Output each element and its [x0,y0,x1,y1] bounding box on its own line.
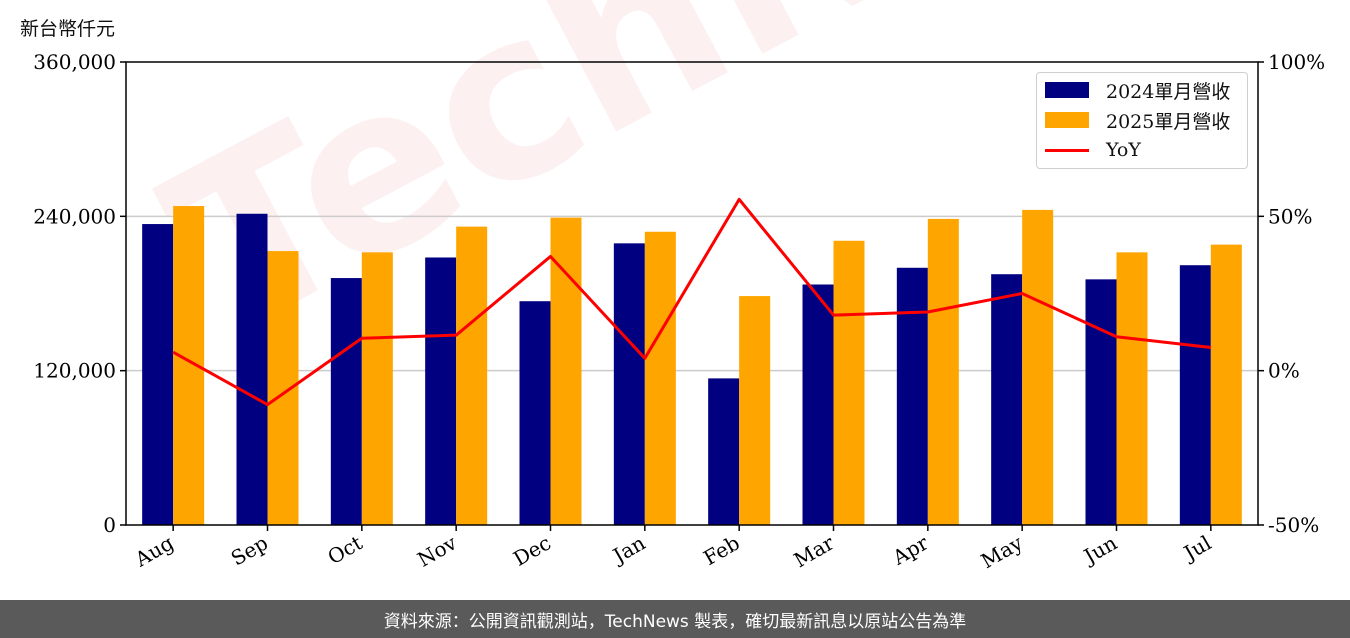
bar-2024-oct [330,278,362,525]
chart-legend: 2024單月營收 2025單月營收 YoY [1036,72,1248,169]
x-tick-label-nov: Nov [413,530,461,572]
x-tick-label-may: May [977,530,1027,573]
x-tick-label-aug: Aug [130,530,178,571]
left-tick-label-3: 360,000 [33,50,116,74]
x-tick-label-mar: Mar [790,530,839,572]
x-tick-label-jun: Jun [1078,530,1121,569]
bar-2024-feb [708,378,740,525]
bar-2025-mar [833,240,865,525]
right-tick-label-2: 50% [1268,204,1312,228]
bar-2025-dec [550,217,582,525]
bar-2024-jun [1085,279,1117,525]
right-tick-label-3: 100% [1268,50,1325,74]
legend-item-2025: 2025單月營收 [1045,109,1231,133]
left-tick-label-2: 240,000 [33,204,116,228]
legend-item-yoy: YoY [1045,139,1141,161]
legend-swatch-2025 [1045,112,1089,128]
unit-label: 新台幣仟元 [20,18,116,40]
bar-2024-nov [425,257,457,525]
legend-label-2024: 2024單月營收 [1106,80,1231,103]
bar-2025-jul [1210,244,1242,525]
footer-text: 資料來源：公開資訊觀測站，TechNews 製表，確切最新訊息以原站公告為準 [383,611,967,632]
bar-2024-jan [613,243,645,525]
legend-item-2024: 2024單月營收 [1045,79,1231,103]
bar-2025-may [1022,209,1054,525]
source-footer: 資料來源：公開資訊觀測站，TechNews 製表，確切最新訊息以原站公告為準 [0,600,1350,638]
bar-2024-mar [802,284,834,525]
legend-label-yoy: YoY [1106,139,1141,161]
x-tick-label-apr: Apr [888,530,933,570]
bar-2025-oct [361,252,393,525]
bar-2025-nov [456,226,488,525]
bar-2025-jun [1116,252,1148,525]
x-tick-label-sep: Sep [227,531,272,571]
yoy-line [172,197,1212,407]
x-tick-label-dec: Dec [509,531,555,571]
right-tick-label-1: 0% [1268,359,1300,383]
legend-line-yoy [1045,148,1089,152]
bar-2024-dec [519,301,551,525]
legend-label-2025: 2025單月營收 [1106,110,1231,133]
x-tick-label-oct: Oct [323,531,366,570]
bar-2025-apr [927,218,959,525]
bar-2024-apr [896,267,928,525]
bar-2024-sep [236,213,268,525]
bar-2024-aug [142,224,174,526]
left-tick-label-1: 120,000 [33,359,116,383]
bar-2025-sep [267,251,299,525]
plot-frame [125,61,1259,526]
left-tick-label-0: 0 [103,513,116,537]
legend-swatch-2024 [1045,82,1089,98]
x-tick-label-feb: Feb [699,531,743,570]
bar-2025-jan [644,231,676,525]
x-tick-label-jan: Jan [607,530,649,568]
revenue-chart: 0 120,000 240,000 360,000 -50% 0% 50% 100% Aug Se… [33,50,1325,573]
bar-2025-feb [739,296,771,525]
x-tick-label-jul: Jul [1178,531,1215,566]
right-tick-label-0: -50% [1268,513,1319,537]
bar-2024-jul [1179,265,1211,525]
bar-2024-may [991,274,1023,525]
